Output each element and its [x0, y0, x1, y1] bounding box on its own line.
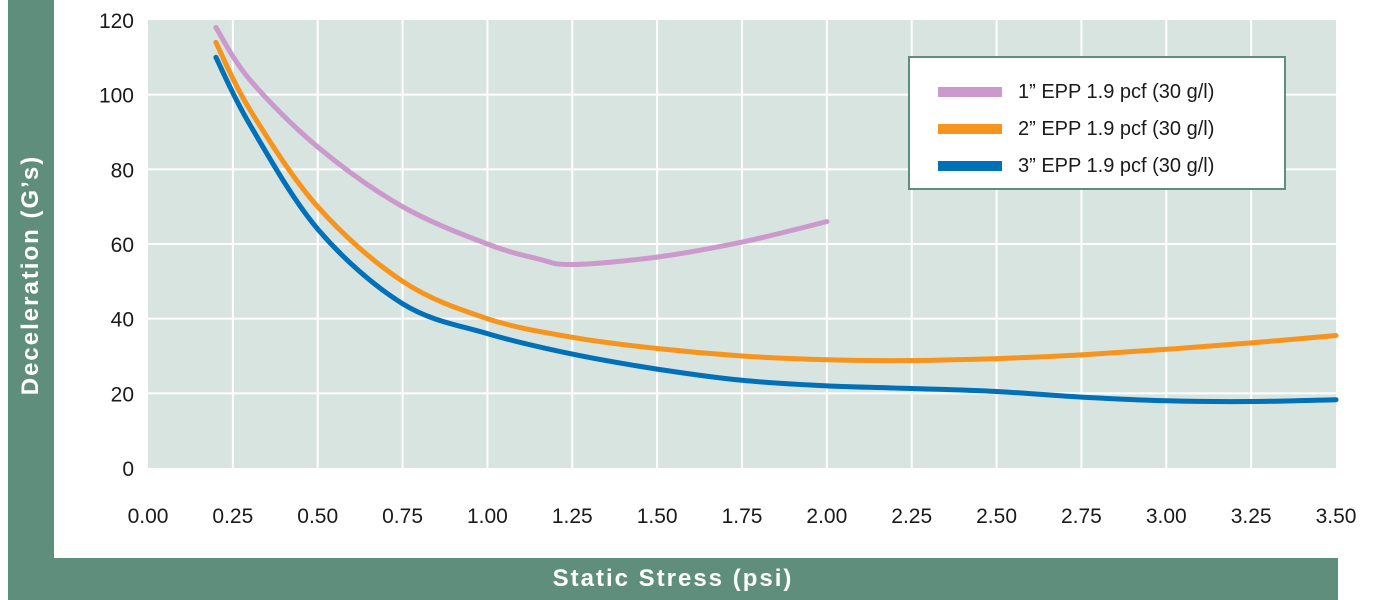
legend-swatch-1in [938, 87, 1002, 97]
legend-item-1in: 1” EPP 1.9 pcf (30 g/l) [938, 80, 1214, 104]
x-tick-label: 3.50 [1316, 505, 1357, 528]
y-tick-label: 100 [99, 85, 134, 108]
x-tick-label: 0.00 [128, 505, 169, 528]
x-tick-label: 3.00 [1146, 505, 1187, 528]
x-axis-title: Static Stress (psi) [552, 565, 794, 592]
x-tick-label: 3.25 [1231, 505, 1272, 528]
legend-label-3in: 3” EPP 1.9 pcf (30 g/l) [1018, 154, 1215, 177]
legend-item-3in: 3” EPP 1.9 pcf (30 g/l) [938, 154, 1214, 178]
legend-item-2in: 2” EPP 1.9 pcf (30 g/l) [938, 117, 1214, 141]
y-tick-label: 60 [111, 234, 134, 257]
x-tick-label: 1.75 [722, 505, 763, 528]
x-tick-label: 1.00 [467, 505, 508, 528]
tick-labels: 0.00 0.25 0.50 0.75 1.00 1.25 1.50 1.75 2.00 2.25… [99, 10, 1356, 528]
y-axis-band [8, 0, 54, 600]
legend-label-1in: 1” EPP 1.9 pcf (30 g/l) [1018, 80, 1215, 103]
x-tick-label: 2.50 [976, 505, 1017, 528]
x-tick-label: 2.75 [1061, 505, 1102, 528]
series-lines [213, 25, 1339, 405]
x-tick-label: 2.25 [891, 505, 932, 528]
x-tick-label: 1.25 [552, 505, 593, 528]
x-tick-label: 2.00 [806, 505, 847, 528]
x-tick-label: 0.50 [297, 505, 338, 528]
legend-swatch-2in [938, 124, 1002, 134]
y-tick-label: 0 [122, 458, 134, 481]
series-line-2in [213, 39, 1339, 364]
y-tick-label: 80 [111, 159, 134, 182]
legend-label-2in: 2” EPP 1.9 pcf (30 g/l) [1018, 117, 1215, 140]
x-axis-band [8, 558, 1338, 600]
x-tick-label: 0.25 [212, 505, 253, 528]
y-tick-label: 120 [99, 10, 134, 33]
series-line-3in [213, 54, 1339, 405]
x-tick-label: 1.50 [637, 505, 678, 528]
y-tick-label: 40 [111, 309, 134, 332]
legend-swatch-3in [938, 161, 1002, 171]
legend: 1” EPP 1.9 pcf (30 g/l) 2” EPP 1.9 pcf (… [908, 56, 1286, 190]
x-tick-label: 0.75 [382, 505, 423, 528]
y-tick-label: 20 [111, 383, 134, 406]
series-line-1in [213, 25, 830, 268]
